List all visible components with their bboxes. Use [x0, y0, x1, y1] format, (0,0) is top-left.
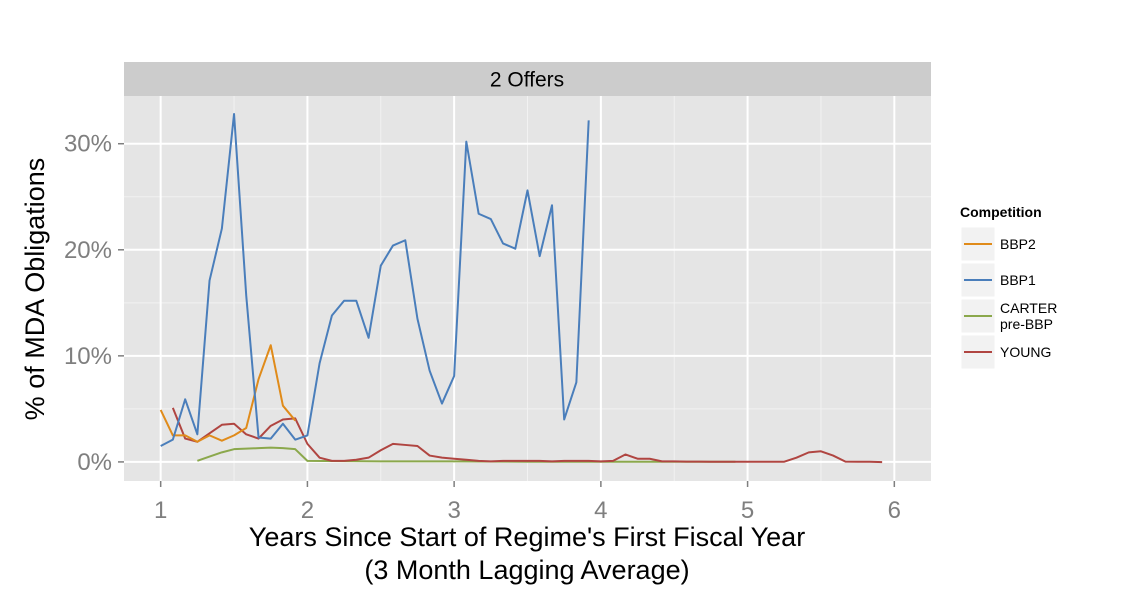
x-tick-label: 4	[594, 497, 607, 524]
grid-lines	[124, 96, 931, 481]
y-tick-label: 0%	[77, 449, 112, 476]
legend-label: BBP2	[1000, 236, 1036, 252]
x-axis-title: Years Since Start of Regime's First Fisc…	[249, 522, 805, 552]
series-line-bbp2	[159, 344, 296, 443]
legend-label: YOUNG	[1000, 344, 1051, 360]
x-tick-label: 6	[888, 497, 901, 524]
y-tick-label: 10%	[64, 343, 112, 370]
x-axis-subtitle: (3 Month Lagging Average)	[364, 555, 689, 585]
series-line-young	[171, 407, 883, 464]
y-axis-title: % of MDA Obligations	[20, 158, 50, 421]
legend-item: BBP2	[960, 226, 1036, 262]
legend-item: YOUNG	[960, 334, 1051, 370]
legend-item: BBP1	[960, 262, 1036, 298]
axes: 1 2 3 4 5 6 0% 10% 20% 30%	[64, 131, 901, 524]
x-tick-label: 1	[154, 497, 167, 524]
x-tick-label: 5	[741, 497, 754, 524]
legend-title: Competition	[960, 204, 1042, 220]
y-tick-label: 20%	[64, 237, 112, 264]
legend-item: CARTER pre-BBP	[960, 298, 1057, 334]
legend-label: BBP1	[1000, 272, 1036, 288]
series-layer	[159, 113, 883, 464]
y-tick-label: 30%	[64, 131, 112, 158]
x-tick-label: 3	[447, 497, 460, 524]
facet-label: 2 Offers	[490, 69, 564, 92]
facet-strip	[124, 62, 931, 96]
legend-label: CARTER pre-BBP	[1000, 300, 1057, 332]
legend: Competition BBP2 BBP1 CARTER pre-BBP YOUNG	[960, 204, 1057, 370]
x-tick-label: 2	[301, 497, 314, 524]
series-line-bbp1	[160, 113, 590, 447]
